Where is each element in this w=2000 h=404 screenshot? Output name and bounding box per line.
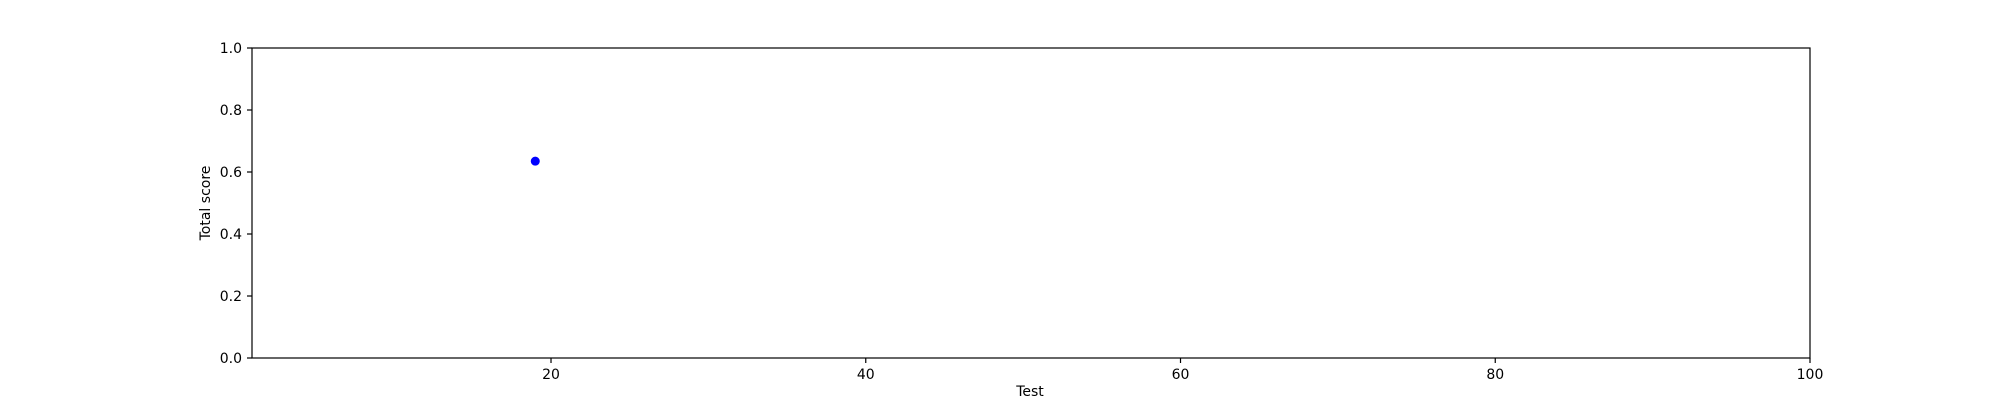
x-axis-ticks: 20 40 60 80 100 [542,358,1823,383]
x-tick-label: 40 [857,367,875,383]
axes-frame [251,47,1811,359]
x-tick-label: 100 [1797,367,1824,383]
y-tick-label: 1.0 [220,41,242,57]
x-tick-label: 20 [542,367,560,383]
x-axis-label: Test [1015,384,1044,400]
plot-area [251,47,1811,359]
y-tick-label: 0.0 [220,351,242,367]
y-axis-label: Total score [198,166,214,242]
y-tick-label: 0.2 [220,289,242,305]
data-points [530,156,540,166]
y-tick-label: 0.4 [220,227,242,243]
y-axis-ticks: 0.0 0.2 0.4 0.6 0.8 1.0 [220,41,252,367]
y-tick-label: 0.8 [220,103,242,119]
x-tick-label: 60 [1172,367,1190,383]
data-point [530,156,540,166]
y-tick-label: 0.6 [220,165,242,181]
x-tick-label: 80 [1486,367,1504,383]
